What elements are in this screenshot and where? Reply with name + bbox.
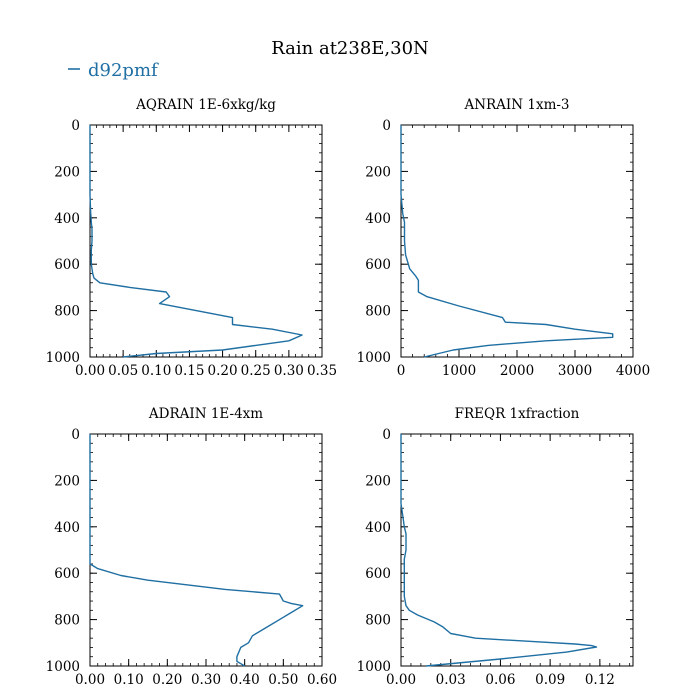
x-tick-label: 0.20 — [208, 363, 238, 379]
plot-frame — [89, 124, 323, 358]
y-tick-label: 0 — [382, 427, 391, 443]
y-tick-label: 200 — [54, 473, 80, 489]
x-tick-label: 0.20 — [152, 672, 182, 688]
plot-frame — [400, 433, 634, 667]
x-tick-label: 0.06 — [485, 672, 515, 688]
panel-4: FREQR 1xfraction 0.00 0.03 0.06 0.09 0.12 0 200… — [357, 406, 634, 688]
series-line-d92pmf — [89, 434, 304, 667]
x-tick-label: 0.30 — [191, 672, 221, 688]
y-tick-label: 400 — [365, 520, 391, 536]
x-tick-label: 0.30 — [274, 363, 304, 379]
y-tick-label: 0 — [71, 118, 80, 134]
x-tick-label: 1000 — [442, 363, 476, 379]
panel-1: AQRAIN 1E-6xkg/kg 0.00 0.05 0.10 0.15 0.20 0.2… — [46, 97, 337, 379]
x-tick-label: 0.50 — [268, 672, 298, 688]
y-tick-label: 1000 — [357, 350, 391, 366]
x-tick-label: 0.10 — [114, 672, 144, 688]
x-tick-label: 0.40 — [230, 672, 260, 688]
x-tick-label: 0.00 — [75, 672, 105, 688]
panel-2: ANRAIN 1xm-3 0 1000 2000 3000 4000 0 200 400 600 8… — [357, 97, 651, 379]
y-tick-label: 600 — [365, 566, 391, 582]
y-tick-label: 1000 — [46, 659, 80, 675]
panel-3: ADRAIN 1E-4xm 0.00 0.10 0.20 0.30 0.40 0.50 0.6… — [46, 406, 337, 688]
y-tick-label: 400 — [54, 211, 80, 227]
x-tick-label: 0.25 — [241, 363, 271, 379]
x-tick-label: 0.35 — [307, 363, 337, 379]
legend: d92pmf — [68, 60, 159, 81]
figure-title: Rain at238E,30N — [271, 38, 429, 59]
panel-title: ANRAIN 1xm-3 — [463, 97, 569, 113]
y-tick-label: 600 — [365, 257, 391, 273]
panel-title: FREQR 1xfraction — [455, 406, 580, 422]
x-tick-label: 2000 — [500, 363, 534, 379]
y-tick-label: 200 — [54, 164, 80, 180]
series-line-d92pmf — [89, 125, 303, 358]
x-tick-label: 0.00 — [386, 672, 416, 688]
x-tick-label: 0.05 — [108, 363, 138, 379]
y-tick-label: 400 — [365, 211, 391, 227]
y-tick-label: 200 — [365, 473, 391, 489]
x-tick-label: 0.12 — [585, 672, 615, 688]
x-tick-label: 0.10 — [141, 363, 171, 379]
y-tick-label: 800 — [365, 304, 391, 320]
y-tick-label: 600 — [54, 566, 80, 582]
series-line-d92pmf — [400, 125, 614, 358]
y-tick-label: 1000 — [46, 350, 80, 366]
y-tick-label: 0 — [71, 427, 80, 443]
x-tick-label: 0 — [397, 363, 406, 379]
series-line-d92pmf — [400, 434, 598, 667]
x-tick-label: 0.60 — [307, 672, 337, 688]
y-tick-label: 600 — [54, 257, 80, 273]
x-tick-label: 0.03 — [436, 672, 466, 688]
legend-label-d92pmf: d92pmf — [88, 60, 159, 81]
x-tick-label: 3000 — [558, 363, 592, 379]
x-tick-label: 0.15 — [174, 363, 204, 379]
y-tick-label: 800 — [54, 613, 80, 629]
panel-title: ADRAIN 1E-4xm — [148, 406, 263, 422]
y-tick-label: 1000 — [357, 659, 391, 675]
y-tick-label: 800 — [54, 304, 80, 320]
plot-frame — [89, 433, 323, 667]
y-tick-label: 200 — [365, 164, 391, 180]
y-tick-label: 0 — [382, 118, 391, 134]
y-tick-label: 400 — [54, 520, 80, 536]
y-tick-label: 800 — [365, 613, 391, 629]
x-tick-label: 0.09 — [535, 672, 565, 688]
x-tick-label: 4000 — [616, 363, 650, 379]
panel-title: AQRAIN 1E-6xkg/kg — [135, 97, 276, 113]
x-tick-label: 0.00 — [75, 363, 105, 379]
